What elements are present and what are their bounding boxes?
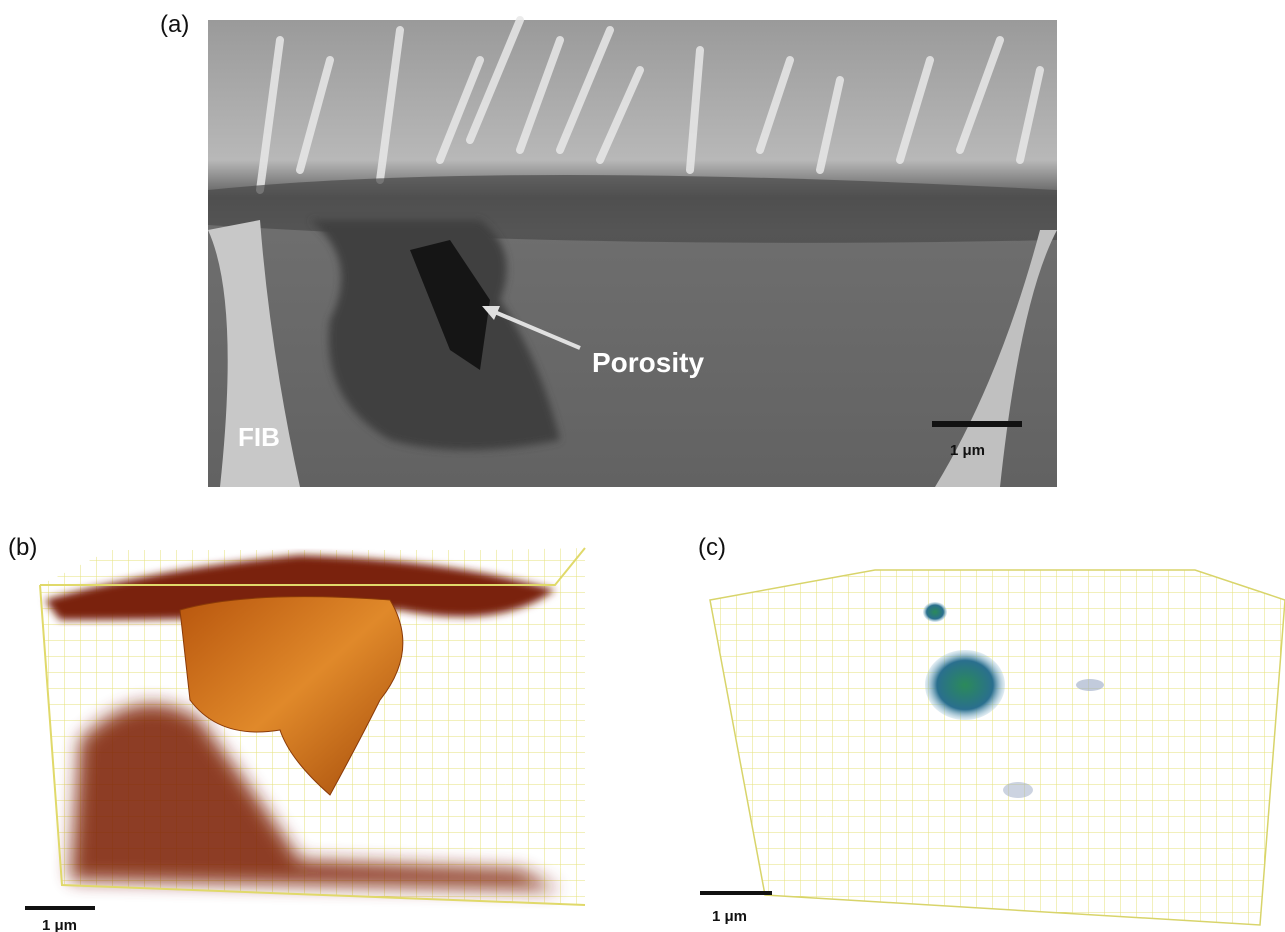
volume-render-b: 1 μm <box>25 547 586 932</box>
whiskers <box>256 16 1044 194</box>
arrow-line <box>489 308 581 350</box>
pore-void <box>410 240 490 370</box>
pore-blob <box>923 602 947 622</box>
panel-label: (b) <box>8 534 37 561</box>
fib-wall-right <box>935 230 1057 487</box>
pore-blob <box>925 650 1005 720</box>
box-edge <box>39 584 586 906</box>
scale-bar-label: 1 μm <box>712 908 747 925</box>
scale-bar <box>932 421 1022 427</box>
annotation: Porosity <box>592 347 704 378</box>
right-wall <box>490 548 585 905</box>
surface-layer <box>45 555 555 620</box>
fib-wall-left <box>208 220 300 487</box>
copper-blob <box>179 596 404 796</box>
right-wall <box>1195 570 1285 925</box>
dark-region <box>70 704 560 890</box>
panel-label: (a) <box>160 11 189 38</box>
scale-bar <box>700 891 772 895</box>
scale-bar-label: 1 μm <box>42 917 77 932</box>
box-edge <box>40 547 586 586</box>
volume-render-c: 1 μm <box>700 569 1285 926</box>
pore-speck <box>1003 782 1033 798</box>
floor <box>765 755 1260 925</box>
back-wall <box>875 570 1195 755</box>
panel-label: (c) <box>698 534 726 561</box>
scale-bar <box>25 906 95 910</box>
arrow-head <box>482 306 500 320</box>
annotation: FIB <box>238 422 280 452</box>
left-wall <box>710 570 875 895</box>
pore-region <box>310 220 560 450</box>
sem-image: Porosity FIB 1 μm <box>208 16 1057 487</box>
pore-speck <box>1076 679 1104 691</box>
scale-bar-label: 1 μm <box>950 442 985 459</box>
